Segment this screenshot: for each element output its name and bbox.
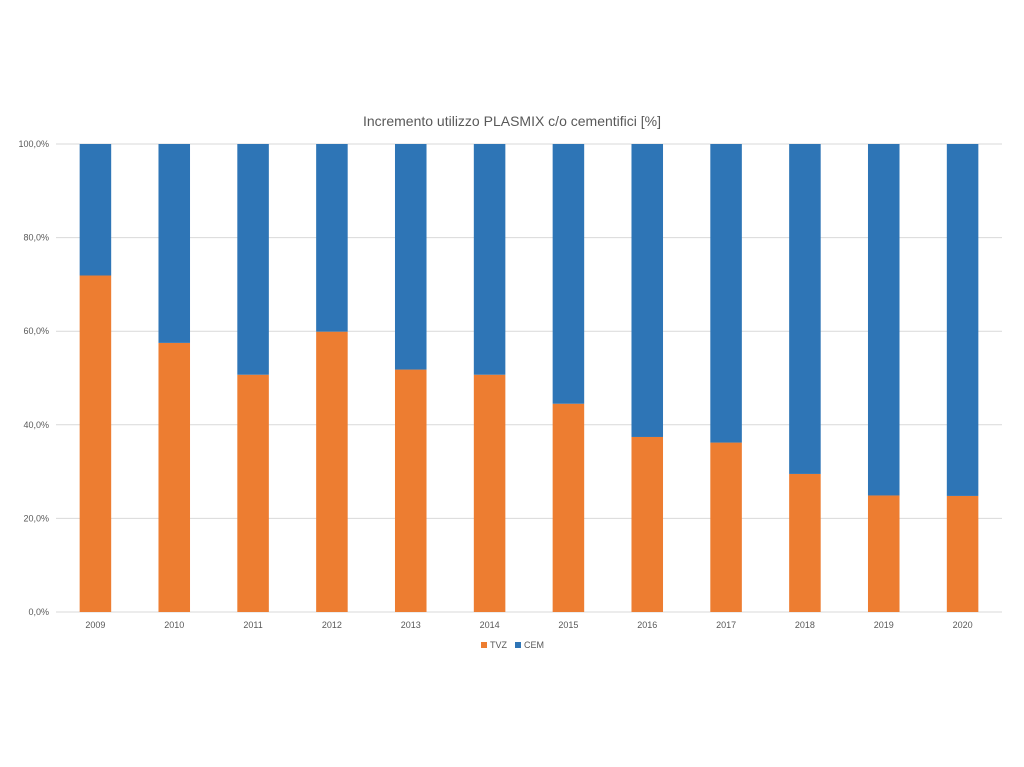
bar-cem-2010 <box>158 144 191 343</box>
bar-tvz-2015 <box>552 403 585 612</box>
legend-swatch-cem <box>515 642 521 648</box>
x-tick-label: 2015 <box>558 620 578 630</box>
bar-tvz-2009 <box>79 275 112 612</box>
x-tick-label: 2018 <box>795 620 815 630</box>
x-axis: 2009 2010 2011 2012 2013 2014 2015 2016 2017 2018… <box>85 620 972 630</box>
bar-tvz-2020 <box>946 495 979 612</box>
x-tick-label: 2020 <box>953 620 973 630</box>
y-tick-label: 0,0% <box>28 607 49 617</box>
x-tick-label: 2014 <box>480 620 500 630</box>
x-tick-label: 2016 <box>637 620 657 630</box>
y-tick-label: 20,0% <box>23 513 49 523</box>
bar-cem-2016 <box>631 144 664 437</box>
legend-label-tvz: TVZ <box>490 640 508 650</box>
bar-tvz-2016 <box>631 436 664 612</box>
bar-cem-2020 <box>946 144 979 496</box>
bar-cem-2015 <box>552 144 585 404</box>
bar-tvz-2013 <box>394 369 427 612</box>
x-tick-label: 2013 <box>401 620 421 630</box>
bars <box>79 144 979 612</box>
y-tick-label: 80,0% <box>23 233 49 243</box>
x-tick-label: 2011 <box>243 620 262 630</box>
bar-tvz-2012 <box>316 331 348 612</box>
bar-cem-2019 <box>867 144 900 496</box>
y-axis: 0,0% 20,0% 40,0% 60,0% 80,0% 100,0% <box>18 139 49 617</box>
x-tick-label: 2019 <box>874 620 894 630</box>
x-tick-label: 2017 <box>716 620 736 630</box>
x-tick-label: 2010 <box>164 620 184 630</box>
bar-tvz-2010 <box>158 342 191 612</box>
bar-cem-2012 <box>316 144 348 332</box>
bar-cem-2011 <box>237 144 269 375</box>
y-tick-label: 40,0% <box>23 420 49 430</box>
chart-title: Incremento utilizzo PLASMIX c/o cementif… <box>363 113 661 129</box>
bar-cem-2018 <box>789 144 821 474</box>
x-tick-label: 2012 <box>322 620 342 630</box>
bar-tvz-2017 <box>710 442 742 612</box>
legend-label-cem: CEM <box>524 640 544 650</box>
y-tick-label: 100,0% <box>18 139 49 149</box>
bar-tvz-2014 <box>473 374 506 612</box>
gridlines <box>56 143 1002 613</box>
y-tick-label: 60,0% <box>23 326 49 336</box>
bar-cem-2017 <box>710 144 742 443</box>
x-tick-label: 2009 <box>85 620 105 630</box>
bar-tvz-2019 <box>867 495 900 612</box>
bar-tvz-2011 <box>237 374 269 612</box>
bar-cem-2009 <box>79 144 112 276</box>
bar-cem-2014 <box>473 144 506 375</box>
bar-tvz-2018 <box>789 473 821 612</box>
legend: TVZ CEM <box>481 640 544 650</box>
bar-cem-2013 <box>394 144 427 370</box>
legend-swatch-tvz <box>481 642 487 648</box>
